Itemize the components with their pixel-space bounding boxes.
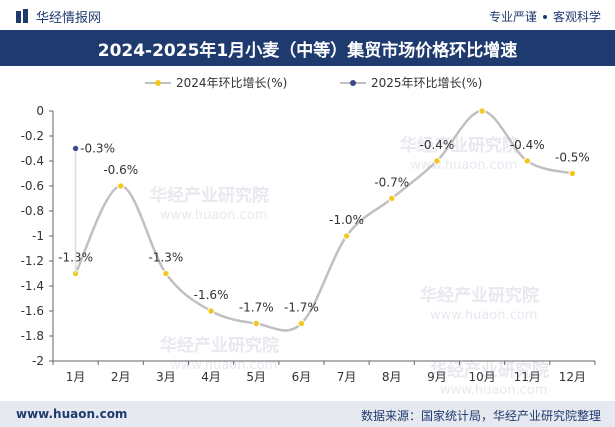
watermark-text: 华经产业研究院 — [430, 360, 549, 381]
watermark-layer: 华经产业研究院 www.huaon.com 华经产业研究院 www.huaon.com… — [150, 135, 549, 398]
data-label: -1.7% — [239, 301, 274, 315]
x-tick-label: 10月 — [468, 370, 495, 384]
y-axis: 0 -0.2 -0.4 -0.6 -0.8 -1 -1.2 -1.4 -1.6 -1.8 -2 — [21, 104, 54, 368]
watermark-url: www.huaon.com — [160, 208, 267, 223]
y-tick-label: -1.8 — [21, 329, 44, 343]
x-tick-label: 9月 — [427, 370, 447, 384]
watermark-url: www.huaon.com — [440, 383, 547, 398]
line-chart: 华经产业研究院 www.huaon.com 华经产业研究院 www.huaon.com… — [21, 76, 596, 398]
data-point — [342, 232, 351, 240]
footer-website: www.huaon.com — [16, 407, 128, 421]
x-tick-label: 3月 — [156, 370, 176, 384]
legend-label: 2024年环比增长(%) — [176, 76, 287, 90]
footer-source: 数据来源：国家统计局，华经产业研究院整理 — [360, 409, 601, 423]
watermark-url: www.huaon.com — [170, 358, 277, 373]
data-label: -0.4% — [510, 138, 545, 152]
footer: www.huaon.com 数据来源：国家统计局，华经产业研究院整理 — [0, 401, 615, 427]
y-tick-label: -0.4 — [21, 154, 44, 168]
watermark-text: 华经产业研究院 — [150, 185, 269, 206]
y-tick-label: -2 — [32, 354, 44, 368]
data-label: -1.7% — [284, 301, 319, 315]
data-point — [433, 157, 441, 165]
watermark-text: 华经产业研究院 — [160, 335, 279, 356]
legend-label: 2025年环比增长(%) — [371, 76, 482, 90]
data-point — [252, 319, 260, 328]
chart-title: 2024-2025年1月小麦（中等）集贸市场价格环比增速 — [97, 40, 518, 61]
y-tick-label: -0.8 — [21, 204, 44, 218]
series-layer: -1.3%-0.6%-1.3%-1.6%-1.7% -1.7%-1.0%-0.7%… — [58, 107, 590, 332]
slogan-right: 客观科学 — [552, 10, 601, 24]
data-label: -1.0% — [329, 213, 364, 227]
data-point — [568, 169, 577, 178]
y-tick-label: -1.2 — [21, 254, 44, 268]
x-axis: 1月 2月 3月 4月 5月 6月 7月 8月 9月 10月 11月 12月 — [52, 360, 596, 384]
watermark-url: www.huaon.com — [430, 308, 537, 323]
x-tick-label: 11月 — [514, 370, 541, 384]
data-label: -0.3% — [80, 142, 115, 156]
brand-name: 华经情报网 — [36, 10, 102, 26]
data-point — [523, 157, 531, 165]
chart-legend: 2024年环比增长(%) 2025年环比增长(%) — [145, 76, 482, 90]
y-tick-label: -0.6 — [21, 179, 44, 193]
data-point — [297, 319, 306, 328]
slogan: 专业严谨 客观科学 — [489, 8, 601, 25]
data-label: -1.6% — [194, 288, 229, 302]
data-label: -0.5% — [555, 151, 590, 165]
x-tick-label: 4月 — [201, 370, 221, 384]
data-point — [162, 269, 170, 278]
x-tick-label: 5月 — [246, 370, 266, 384]
data-point — [117, 182, 125, 190]
brand-logo-icon — [16, 9, 30, 23]
chart-title-bar: 2024-2025年1月小麦（中等）集贸市场价格环比增速 — [0, 30, 615, 66]
data-point — [207, 307, 215, 315]
data-label: -0.7% — [374, 176, 409, 190]
x-tick-label: 12月 — [559, 370, 586, 384]
x-tick-label: 1月 — [66, 370, 86, 384]
x-tick-label: 2月 — [111, 370, 131, 384]
data-point — [478, 107, 486, 115]
data-label: -0.6% — [103, 163, 138, 177]
top-bar: 华经情报网 专业严谨 客观科学 — [0, 0, 615, 30]
x-tick-label: 6月 — [292, 370, 312, 384]
x-tick-label: 8月 — [382, 370, 402, 384]
slogan-left: 专业严谨 — [488, 10, 537, 24]
x-tick-label: 7月 — [337, 370, 357, 384]
y-tick-label: -1.4 — [21, 279, 44, 293]
slogan-dot-icon — [542, 14, 547, 19]
legend-marker — [155, 80, 161, 86]
y-tick-label: 0 — [36, 104, 44, 118]
watermark-text: 华经产业研究院 — [400, 135, 519, 156]
y-tick-label: -1.6 — [21, 304, 44, 318]
brand: 华经情报网 — [16, 8, 102, 26]
y-tick-label: -0.2 — [21, 129, 44, 143]
data-point — [71, 144, 80, 153]
y-tick-label: -1 — [32, 229, 44, 243]
legend-marker — [350, 80, 356, 86]
data-label: -0.4% — [420, 138, 455, 152]
watermark-text: 华经产业研究院 — [420, 285, 539, 306]
data-label: -1.3% — [149, 251, 184, 265]
data-point — [388, 194, 396, 203]
